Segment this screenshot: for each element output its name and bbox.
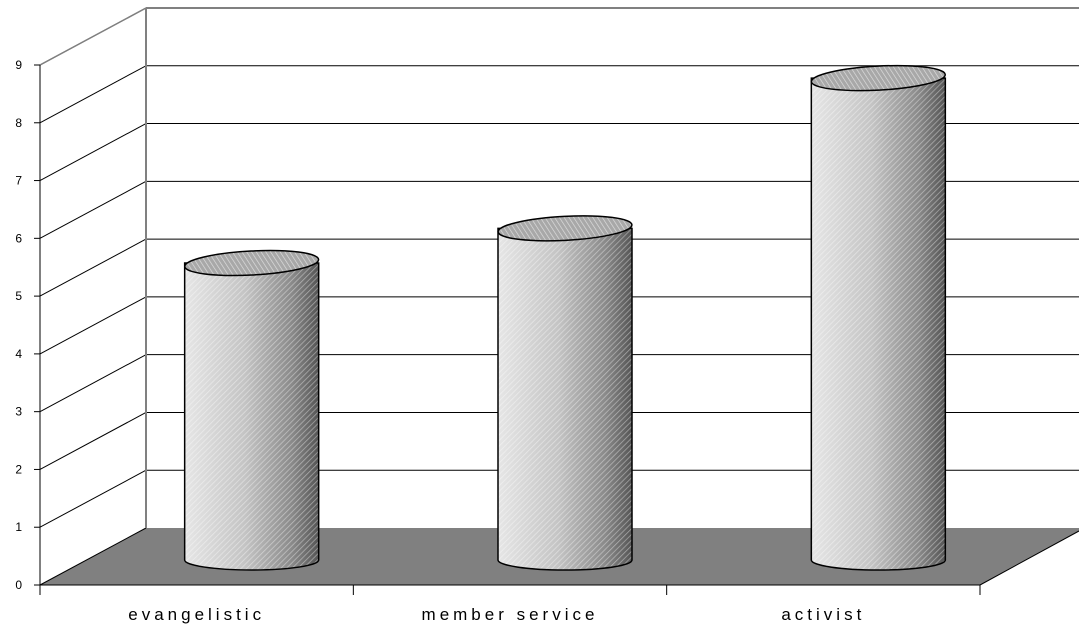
side-gridline xyxy=(39,469,147,528)
side-gridline xyxy=(39,296,147,355)
bar xyxy=(810,64,947,571)
axes xyxy=(34,8,1079,595)
side-gridline xyxy=(39,527,147,586)
x-tick-label: activist xyxy=(781,605,865,624)
y-tick-label: 9 xyxy=(15,58,22,72)
y-tick-label: 2 xyxy=(15,462,22,476)
bar xyxy=(497,215,633,571)
y-tick-label: 4 xyxy=(15,347,22,361)
bar-top xyxy=(497,215,633,242)
bar-top xyxy=(810,64,946,92)
y-tick-label: 5 xyxy=(15,289,22,303)
x-tick-label: member service xyxy=(422,605,599,624)
bar-body-outline xyxy=(497,227,633,571)
side-gridline xyxy=(39,180,147,239)
y-tick-label: 3 xyxy=(15,405,22,419)
x-tick-labels: evangelistic member service activist xyxy=(128,605,865,624)
side-wall xyxy=(39,7,147,586)
side-gridline xyxy=(39,238,147,297)
side-gridline xyxy=(39,412,147,470)
y-tick-label: 1 xyxy=(15,520,22,534)
y-tick-label: 0 xyxy=(15,578,22,592)
x-tick-label: evangelistic xyxy=(128,605,265,624)
bar-body-outline xyxy=(810,77,947,571)
side-wall-top-edge xyxy=(39,7,147,66)
side-gridline xyxy=(39,65,147,124)
bars xyxy=(183,64,947,571)
floor-edge xyxy=(979,530,1079,586)
side-gridline xyxy=(39,123,147,181)
bar-body-outline xyxy=(183,262,320,571)
bar xyxy=(183,249,320,571)
y-tick-label: 7 xyxy=(15,174,22,188)
y-tick-labels: 0 1 2 3 4 5 6 7 8 9 xyxy=(15,58,22,592)
y-tick-label: 6 xyxy=(15,231,22,245)
y-tick-label: 8 xyxy=(15,116,22,130)
bar-top xyxy=(184,249,320,277)
side-gridline xyxy=(39,354,147,413)
